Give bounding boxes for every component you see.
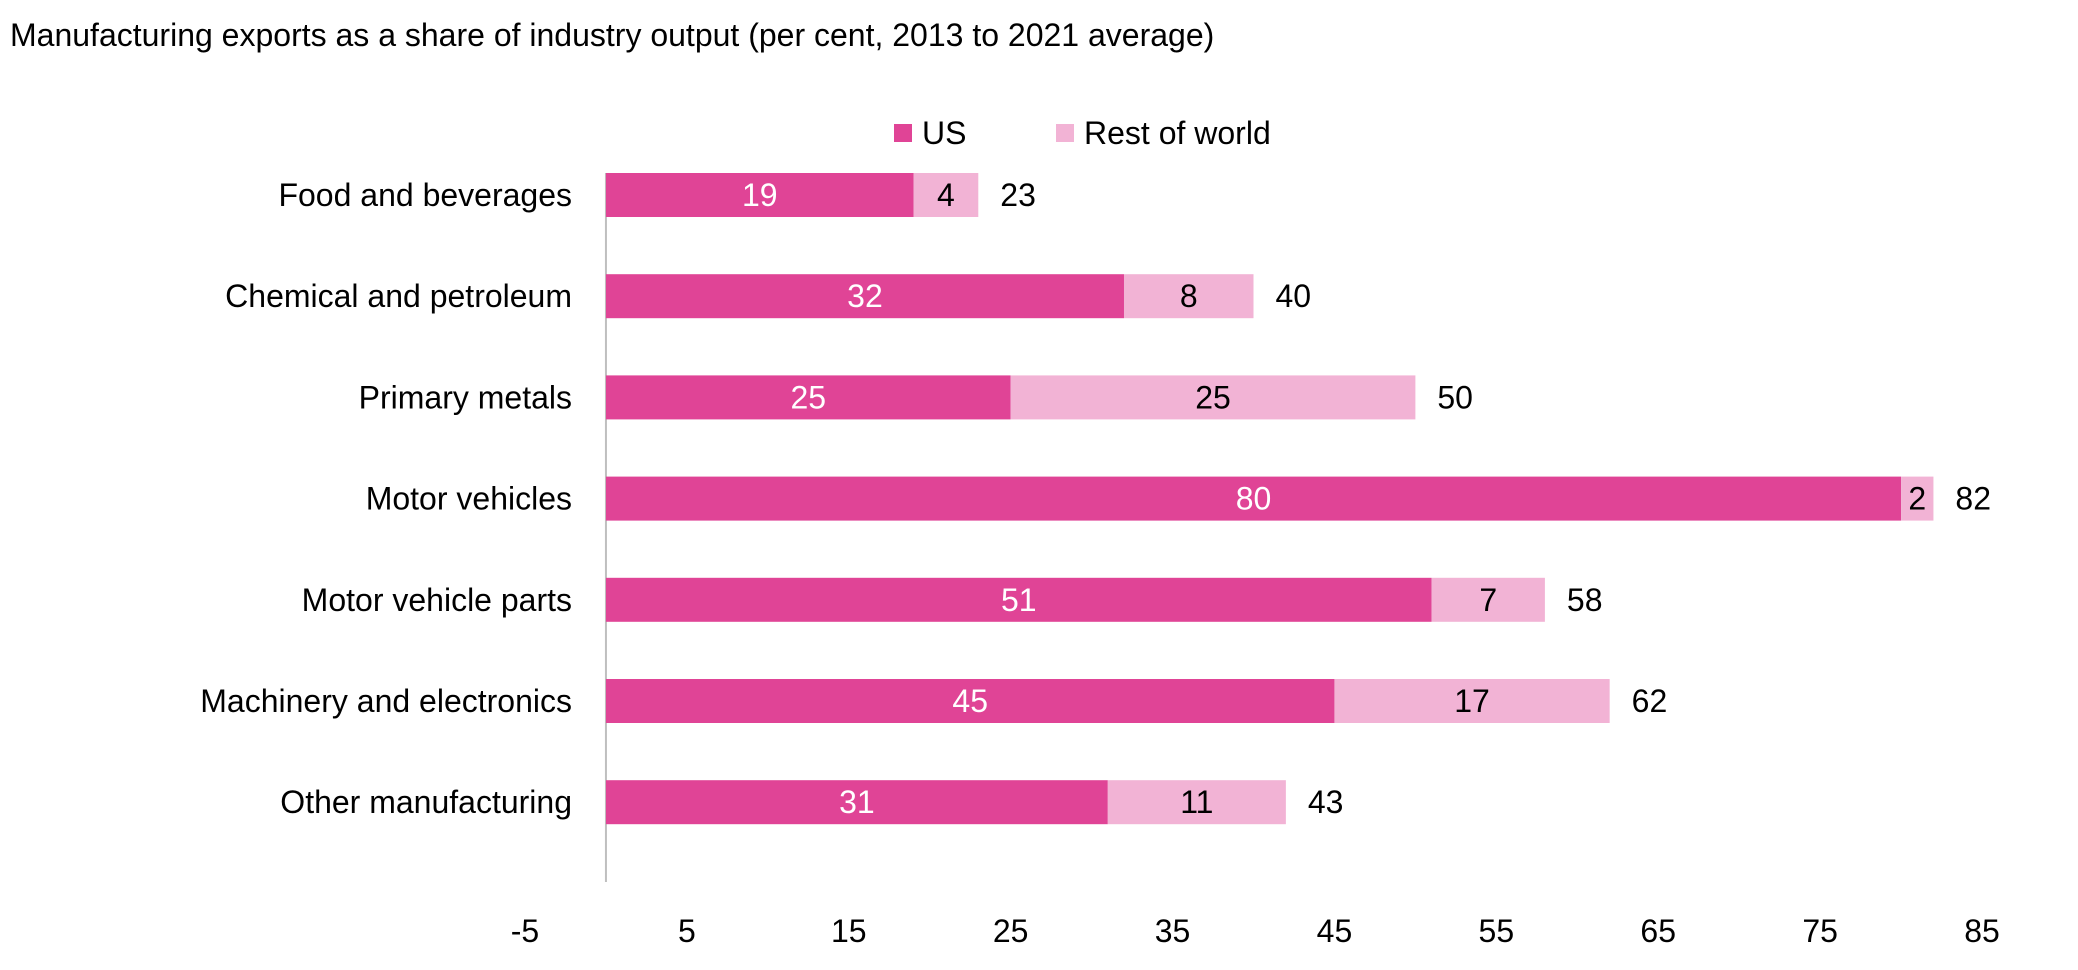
x-tick-label: 55 — [1479, 913, 1515, 949]
data-label: 19 — [742, 177, 778, 213]
data-label: 17 — [1454, 683, 1490, 719]
category-label: Motor vehicles — [366, 481, 572, 517]
bar-segment-rest-of-world — [913, 173, 979, 217]
bar-segment-us — [605, 577, 1432, 622]
x-tick-label: 65 — [1640, 913, 1676, 949]
data-label: 80 — [1236, 481, 1272, 517]
x-tick-label: 35 — [1155, 913, 1191, 949]
bar-segment-us — [605, 679, 1335, 723]
x-tick-label: 75 — [1802, 913, 1838, 949]
data-label: 4 — [937, 177, 955, 213]
x-tick-label: 15 — [831, 913, 867, 949]
category-label: Chemical and petroleum — [225, 278, 572, 314]
x-tick-label: 85 — [1964, 913, 2000, 949]
total-label: 43 — [1308, 784, 1344, 820]
data-label: 25 — [791, 379, 827, 415]
x-tick-label: 25 — [993, 913, 1029, 949]
bar-segment-us — [605, 780, 1108, 825]
total-label: 50 — [1437, 379, 1473, 415]
bar-segment-rest-of-world — [1123, 274, 1254, 319]
legend-swatch-1 — [1056, 124, 1074, 142]
x-tick-label: 45 — [1317, 913, 1353, 949]
data-label: 51 — [1001, 582, 1037, 618]
bar-segment-us — [605, 375, 1011, 420]
bar-segment-rest-of-world — [1431, 577, 1545, 622]
data-label: 31 — [839, 784, 875, 820]
total-label: 82 — [1955, 481, 1991, 517]
legend: US Rest of world — [894, 115, 1271, 151]
data-label: 45 — [952, 683, 988, 719]
category-label: Food and beverages — [278, 177, 572, 213]
data-label: 25 — [1195, 379, 1231, 415]
total-label: 62 — [1632, 683, 1668, 719]
category-label: Other manufacturing — [280, 784, 572, 820]
bar-segment-us — [605, 274, 1124, 319]
data-label: 8 — [1180, 278, 1198, 314]
bar-segment-rest-of-world — [1334, 679, 1610, 723]
data-label: 2 — [1908, 481, 1926, 517]
category-label: Primary metals — [359, 379, 572, 415]
bar-segment-us — [605, 476, 1902, 521]
category-label: Motor vehicle parts — [302, 582, 572, 618]
bar-segment-rest-of-world — [1107, 780, 1286, 825]
x-tick-label: 5 — [678, 913, 696, 949]
data-label: 7 — [1479, 582, 1497, 618]
chart-title: Manufacturing exports as a share of indu… — [10, 17, 1214, 53]
data-label: 32 — [847, 278, 883, 314]
total-label: 58 — [1567, 582, 1603, 618]
legend-swatch-0 — [894, 124, 912, 142]
bar-segment-rest-of-world — [1901, 476, 1934, 521]
bar-segment-rest-of-world — [1010, 375, 1416, 420]
bar-segment-us — [605, 173, 914, 217]
bars: 19 4 23 32 8 40 25 25 50 80 2 82 51 7 58 45 17 62 31 11 43 — [605, 173, 1991, 825]
legend-label-0: US — [922, 115, 966, 151]
x-tick-label: -5 — [511, 913, 539, 949]
category-label: Machinery and electronics — [200, 683, 572, 719]
total-label: 40 — [1276, 278, 1312, 314]
total-label: 23 — [1000, 177, 1036, 213]
category-labels: Food and beverages Chemical and petroleum… — [200, 177, 572, 820]
data-label: 11 — [1180, 784, 1213, 820]
x-axis-tick-labels: -5 5 15 25 35 45 55 65 75 85 — [511, 913, 2000, 949]
legend-label-1: Rest of world — [1084, 115, 1271, 151]
